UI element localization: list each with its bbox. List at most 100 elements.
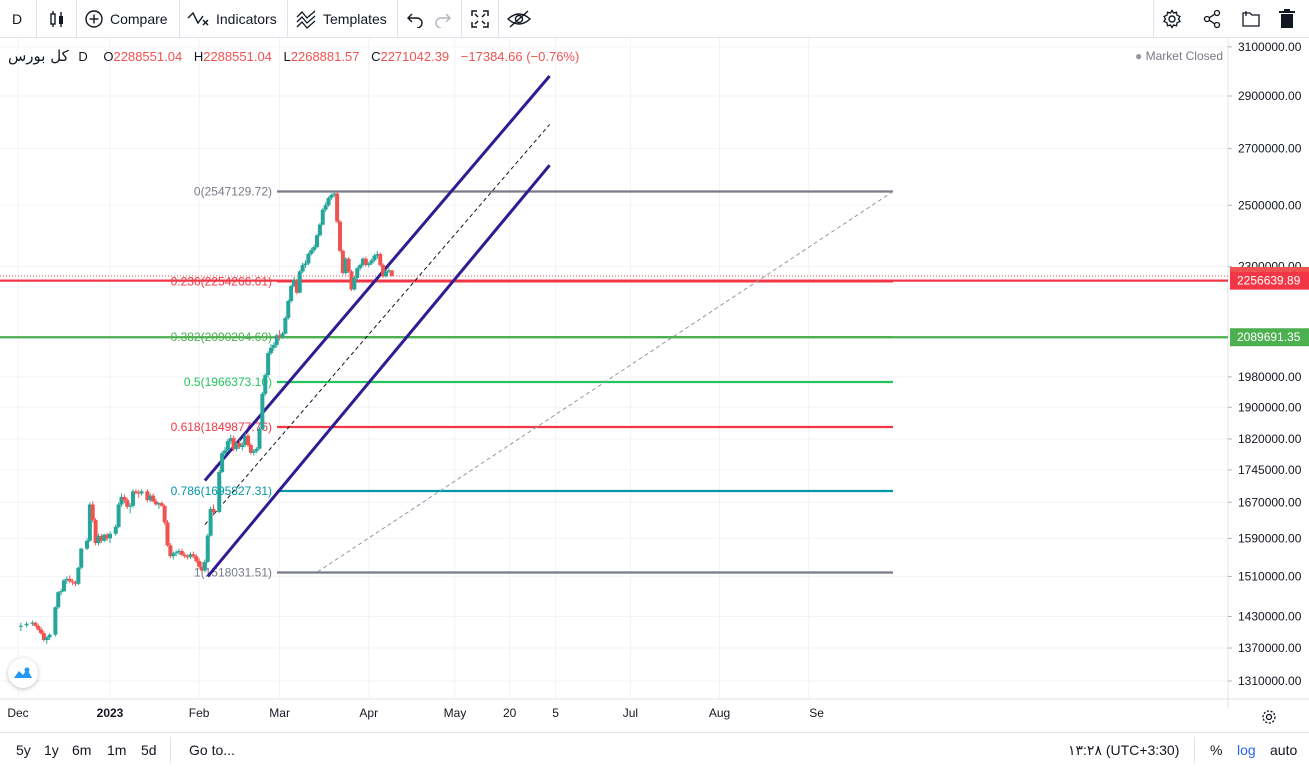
candle-body — [349, 271, 354, 290]
candle-body — [225, 440, 230, 451]
candle-body — [306, 253, 311, 264]
candle-body — [340, 250, 345, 274]
price-tick-label: 1670000.00 — [1238, 495, 1302, 509]
candle — [246, 432, 250, 448]
snapshot-button[interactable] — [1240, 0, 1262, 37]
candle — [386, 267, 391, 274]
candle-body — [47, 634, 52, 638]
candle — [62, 578, 66, 593]
candle-body — [67, 578, 72, 582]
time-tick-label: Se — [809, 706, 824, 720]
candle-body — [44, 637, 49, 641]
hide-drawings-button[interactable] — [506, 0, 532, 37]
price-tick-label: 2700000.00 — [1238, 142, 1302, 156]
goto-button[interactable]: Go to... — [189, 742, 235, 758]
candle — [257, 426, 262, 450]
log-toggle[interactable]: log — [1237, 742, 1256, 758]
candle — [179, 548, 184, 557]
compare-label: Compare — [110, 10, 168, 27]
candle-body — [248, 445, 253, 453]
candle-body — [108, 533, 112, 539]
range-1m[interactable]: 1m — [107, 742, 127, 758]
indicators-icon — [187, 11, 209, 25]
candle — [151, 493, 156, 503]
range-6m[interactable]: 6m — [72, 742, 92, 758]
candle — [93, 517, 98, 546]
candle-body — [228, 438, 233, 441]
candle-body — [39, 629, 43, 634]
candle — [87, 502, 92, 543]
candle-body — [329, 195, 334, 198]
candle-body — [263, 375, 268, 394]
tradingview-logo[interactable] — [8, 658, 38, 688]
candle-body — [269, 347, 273, 354]
range-5y[interactable]: 5y — [16, 742, 31, 758]
candle-body — [202, 561, 207, 571]
candle — [315, 233, 319, 249]
candles-style-button[interactable] — [46, 0, 68, 37]
candle — [174, 550, 179, 557]
candle — [128, 503, 133, 514]
symbol-name[interactable]: کل بورس — [8, 47, 69, 65]
interval-button[interactable]: D — [12, 0, 22, 37]
candle — [41, 631, 46, 642]
candle — [355, 266, 360, 280]
time-tick-label: 2023 — [97, 706, 124, 720]
candle-body — [223, 450, 227, 454]
snapshot-icon — [1242, 10, 1260, 27]
candle-body — [346, 258, 351, 272]
candle-body — [283, 317, 288, 334]
candle-body — [317, 224, 322, 236]
candle-body — [171, 553, 176, 557]
candle-body — [343, 258, 348, 274]
candle — [274, 333, 279, 348]
price-tick-label: 1820000.00 — [1238, 432, 1302, 446]
candle — [349, 269, 354, 292]
price-chart[interactable]: 0(2547129.72)0.236(2254266.61)0.382(2090… — [0, 38, 1309, 732]
compare-button[interactable]: Compare — [84, 0, 168, 37]
indicators-button[interactable]: Indicators — [186, 0, 277, 37]
time-tick-label: Apr — [359, 706, 378, 720]
templates-button[interactable]: Templates — [295, 0, 387, 37]
timezone-label[interactable]: ۱۳:۲۸ (UTC+3:30) — [1068, 741, 1180, 758]
gear-icon — [1163, 8, 1181, 29]
undo-button[interactable] — [406, 0, 424, 37]
undo-icon — [407, 13, 423, 28]
templates-label: Templates — [323, 10, 387, 27]
candle-body — [205, 535, 210, 562]
percent-toggle[interactable]: % — [1210, 742, 1223, 758]
candle — [312, 244, 317, 253]
candle-body — [105, 534, 110, 539]
open-key: O — [103, 49, 114, 64]
candle — [185, 554, 190, 560]
candle — [289, 284, 294, 303]
candle-body — [133, 491, 138, 493]
close-key: C — [371, 49, 381, 64]
candle — [67, 575, 72, 584]
fullscreen-button[interactable] — [470, 0, 490, 37]
auto-toggle[interactable]: auto — [1270, 742, 1298, 758]
candle-body — [174, 552, 179, 554]
candle-body — [56, 592, 61, 608]
candle-body — [280, 333, 285, 338]
candle-body — [326, 197, 331, 206]
candle — [168, 543, 173, 559]
share-button[interactable] — [1202, 0, 1222, 37]
candle-body — [76, 567, 81, 584]
settings-button[interactable] — [1162, 0, 1182, 37]
candle — [44, 636, 49, 644]
candle-body — [41, 633, 46, 641]
candle — [228, 434, 233, 444]
range-5d[interactable]: 5d — [141, 742, 157, 758]
templates-icon — [296, 10, 316, 29]
candle — [277, 330, 282, 341]
candle-body — [237, 443, 242, 448]
candle-body — [18, 625, 23, 627]
redo-button[interactable] — [434, 0, 452, 37]
candle-body — [122, 496, 127, 501]
price-axis-label-bg — [1230, 328, 1309, 347]
delete-button[interactable] — [1278, 0, 1296, 37]
axis-settings-icon[interactable] — [1262, 710, 1276, 724]
range-1y[interactable]: 1y — [44, 742, 59, 758]
candle-body — [119, 496, 124, 505]
